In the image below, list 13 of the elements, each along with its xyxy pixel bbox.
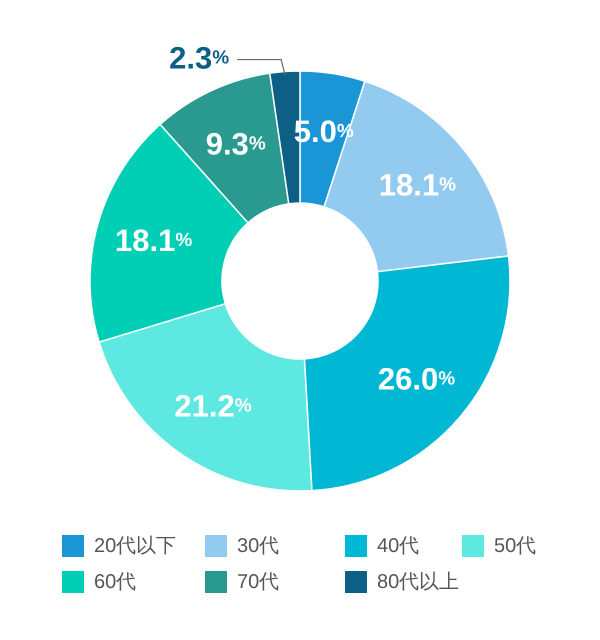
data-label: 21.2% bbox=[174, 388, 252, 424]
data-label: 26.0% bbox=[378, 361, 456, 396]
legend-label: 80代以上 bbox=[377, 571, 460, 593]
legend-label: 50代 bbox=[494, 535, 536, 557]
legend-label: 30代 bbox=[237, 535, 280, 557]
data-label: 9.3% bbox=[206, 126, 266, 161]
data-label: 2.3% bbox=[169, 40, 230, 76]
legend-label: 20代以下 bbox=[94, 535, 176, 557]
legend-label: 40代 bbox=[377, 535, 420, 557]
legend-label: 70代 bbox=[237, 571, 280, 593]
legend-label: 60代 bbox=[94, 571, 136, 593]
data-label: 18.1% bbox=[115, 222, 192, 258]
data-label: 18.1% bbox=[378, 166, 456, 202]
